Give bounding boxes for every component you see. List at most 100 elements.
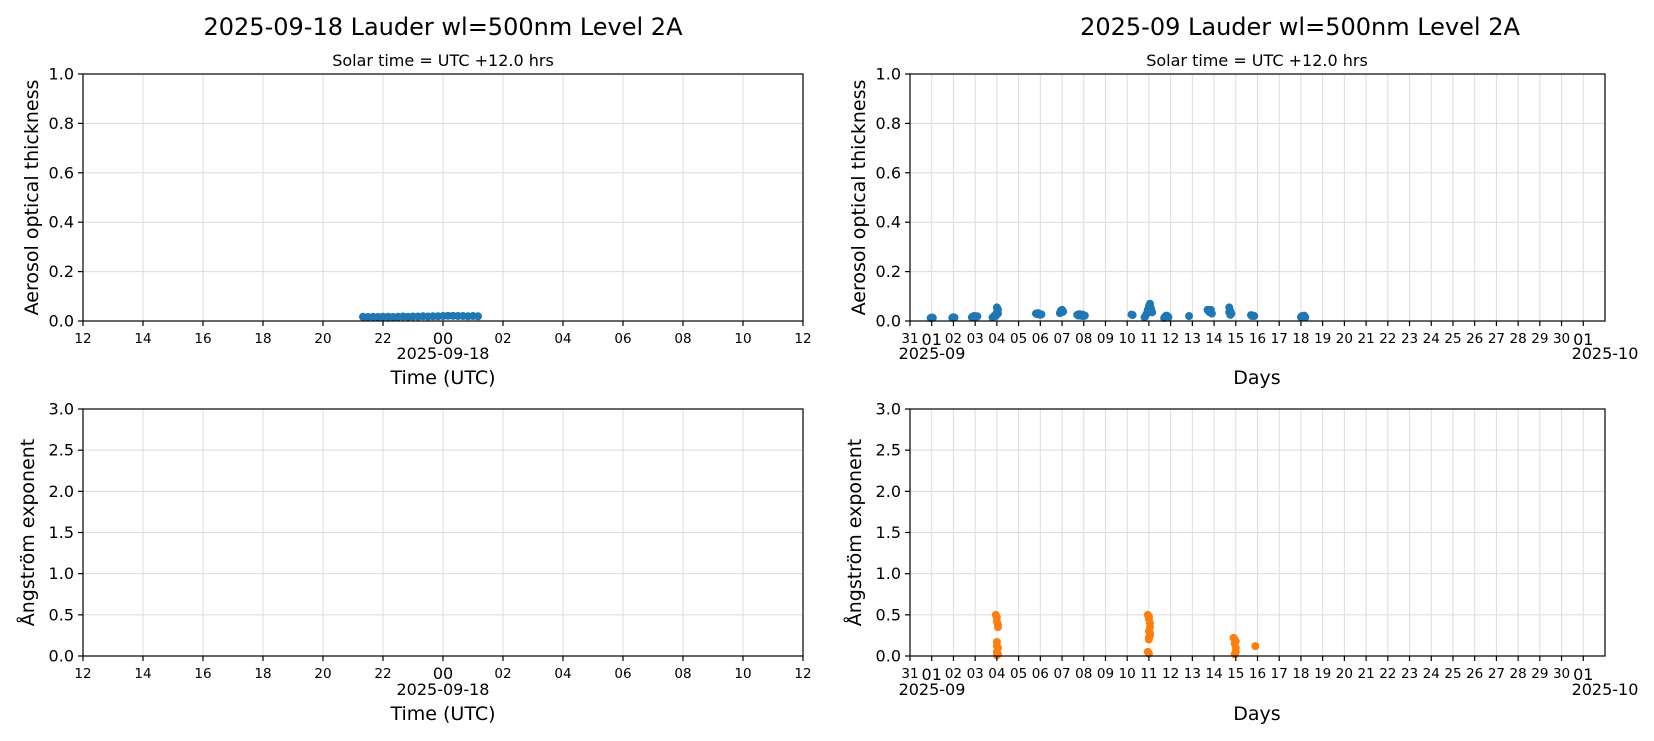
y-tick-label: 0.0 [49, 647, 74, 666]
panel-daily-aot: 2025-09-18 Lauder wl=500nm Level 2A Sola… [21, 13, 812, 389]
x-tick-label: 22 [374, 331, 391, 347]
x-tick-label: 16 [194, 666, 211, 682]
x-tick-label: 04 [988, 666, 1005, 682]
y-tick-label: 1.0 [49, 65, 74, 84]
y-tick-label: 0.0 [876, 312, 901, 331]
data-point [1230, 650, 1239, 659]
y-tick-label: 0.6 [876, 163, 901, 182]
x-tick-label: 10 [1119, 666, 1136, 682]
data-point [1227, 309, 1236, 318]
x-tick-label: 15 [1227, 331, 1244, 347]
gridlines [909, 73, 1605, 322]
x-tick-label: 07 [1053, 331, 1070, 347]
x-start-label: 2025-09 [899, 680, 966, 699]
x-tick-label: 25 [1444, 331, 1461, 347]
x-tick-label: 04 [988, 331, 1005, 347]
x-tick-label: 05 [1010, 666, 1027, 682]
x-tick-label: 08 [1075, 666, 1092, 682]
x-tick-label: 19 [1314, 666, 1331, 682]
x-tick-label: 15 [1227, 666, 1244, 682]
data-point [1037, 310, 1046, 319]
x-tick-label: 05 [1010, 331, 1027, 347]
data-point [973, 312, 982, 321]
x-axis-ticks: 31 01 02 03 04 05 06 07 08 09 10 11 12 13 14 15 16 17 18 19… [901, 321, 1593, 349]
x-tick-label: 10 [1119, 331, 1136, 347]
y-tick-label: 1.0 [49, 564, 74, 583]
x-tick-label: 14 [1205, 666, 1222, 682]
x-tick-label: 01 [1573, 665, 1593, 684]
y-axis-ticks: 0.0 0.2 0.4 0.6 0.8 1.0 [49, 65, 83, 331]
x-tick-label: 31 [901, 666, 918, 682]
x-tick-label: 08 [674, 666, 691, 682]
x-tick-label: 21 [1358, 331, 1375, 347]
x-tick-label: 12 [74, 331, 91, 347]
y-tick-label: 2.0 [49, 482, 74, 501]
x-tick-label: 27 [1488, 666, 1505, 682]
data-point [1080, 311, 1089, 320]
y-tick-label: 1.5 [49, 523, 74, 542]
x-tick-label: 01 [922, 665, 942, 684]
x-end-label: 2025-10 [1572, 344, 1639, 363]
y-tick-label: 2.0 [876, 482, 901, 501]
x-tick-label: 30 [1553, 331, 1570, 347]
data-point [1251, 642, 1260, 651]
x-tick-label: 31 [901, 331, 918, 347]
x-tick-label: 14 [1205, 331, 1222, 347]
y-tick-label: 0.4 [876, 213, 901, 232]
x-tick-label: 16 [194, 331, 211, 347]
x-tick-label: 04 [554, 331, 571, 347]
x-tick-label: 24 [1423, 331, 1440, 347]
x-tick-label: 17 [1271, 331, 1288, 347]
y-tick-label: 0.2 [876, 262, 901, 281]
x-tick-label: 11 [1140, 331, 1157, 347]
x-tick-label: 06 [614, 666, 631, 682]
x-tick-label: 20 [1336, 331, 1353, 347]
x-tick-label: 03 [967, 666, 984, 682]
x-tick-label: 07 [1053, 666, 1070, 682]
x-tick-label: 06 [1032, 666, 1049, 682]
x-tick-label: 18 [254, 331, 271, 347]
x-axis-label: Days [1233, 367, 1280, 389]
x-tick-label: 10 [734, 666, 751, 682]
x-tick-label: 26 [1466, 666, 1483, 682]
x-tick-label: 19 [1314, 331, 1331, 347]
x-axis-label: Time (UTC) [389, 703, 495, 725]
x-tick-label: 03 [967, 331, 984, 347]
data-point [1185, 312, 1194, 321]
y-axis-ticks: 0.0 0.2 0.4 0.6 0.8 1.0 [876, 65, 910, 331]
x-tick-label: 27 [1488, 331, 1505, 347]
data-point [1301, 313, 1310, 322]
y-tick-label: 2.5 [49, 441, 74, 460]
x-tick-label: 18 [254, 666, 271, 682]
x-tick-label: 16 [1249, 331, 1266, 347]
panel-monthly-aot: 2025-09 Lauder wl=500nm Level 2A Solar t… [848, 13, 1638, 389]
y-tick-label: 3.0 [876, 400, 901, 419]
y-tick-label: 0.5 [876, 605, 901, 624]
chart-title: 2025-09-18 Lauder wl=500nm Level 2A [204, 13, 684, 41]
chart-subtitle: Solar time = UTC +12.0 hrs [332, 51, 554, 70]
x-tick-label: 01 [1573, 330, 1593, 349]
gridlines [82, 408, 804, 657]
x-tick-label: 12 [794, 331, 811, 347]
data-points [359, 311, 482, 322]
x-tick-label: 08 [674, 331, 691, 347]
x-tick-label: 17 [1271, 666, 1288, 682]
x-tick-label: 02 [945, 666, 962, 682]
x-tick-label: 24 [1423, 666, 1440, 682]
x-start-label: 2025-09 [899, 344, 966, 363]
x-date-label: 2025-09-18 [397, 344, 490, 363]
x-tick-label: 06 [1032, 331, 1049, 347]
x-tick-label: 14 [134, 331, 151, 347]
x-tick-label: 02 [494, 666, 511, 682]
y-tick-label: 1.0 [876, 564, 901, 583]
y-axis-label: Aerosol optical thickness [848, 80, 870, 316]
x-tick-label: 18 [1292, 666, 1309, 682]
x-axis-ticks: 31 01 02 03 04 05 06 07 08 09 10 11 12 13 14 15 16 17 18 19… [901, 656, 1593, 684]
x-tick-label: 02 [494, 331, 511, 347]
x-tick-label: 04 [554, 666, 571, 682]
y-tick-label: 1.0 [876, 65, 901, 84]
x-tick-label: 12 [1162, 331, 1179, 347]
y-axis-ticks: 0.0 0.5 1.0 1.5 2.0 2.5 3.0 [876, 400, 910, 666]
x-axis-label: Time (UTC) [389, 367, 495, 389]
